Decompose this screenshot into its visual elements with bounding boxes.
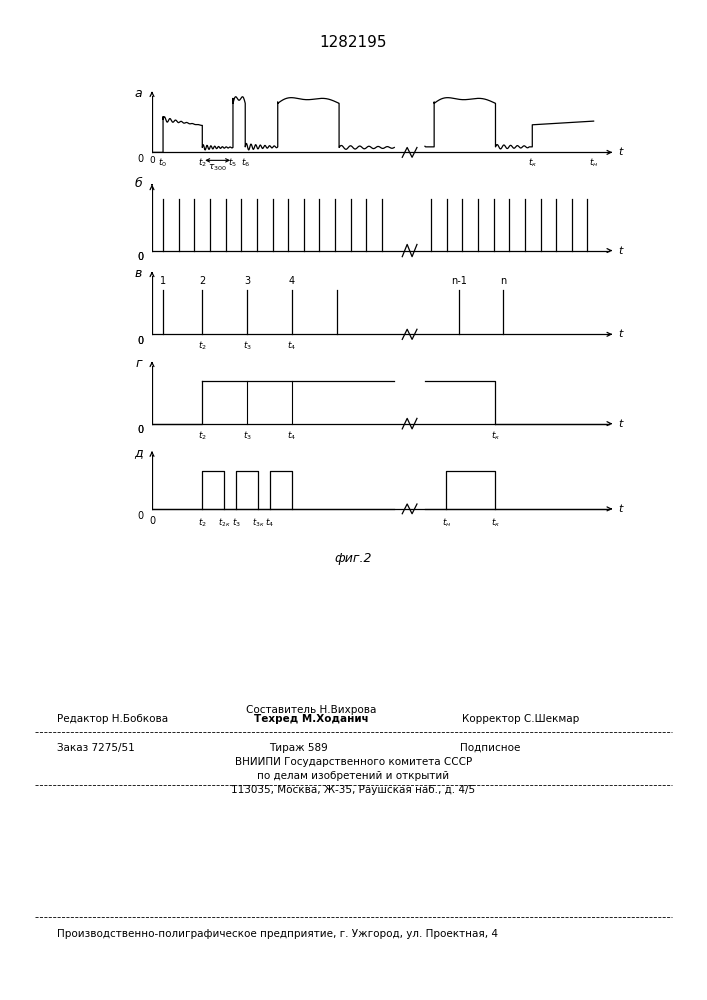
Text: t: t	[618, 147, 623, 157]
Text: Корректор С.Шекмар: Корректор С.Шекмар	[462, 714, 580, 724]
Text: 0: 0	[137, 252, 144, 262]
Text: $\tau_{300}$: $\tau_{300}$	[208, 163, 227, 173]
Text: 1: 1	[160, 276, 166, 286]
Text: t: t	[618, 419, 623, 429]
Text: 0: 0	[149, 156, 155, 165]
Text: Заказ 7275/51: Заказ 7275/51	[57, 743, 134, 753]
Text: $t_2$: $t_2$	[198, 430, 206, 442]
Text: $t_3$: $t_3$	[243, 340, 252, 353]
Text: $t_2$: $t_2$	[198, 340, 206, 353]
Text: $t_4$: $t_4$	[265, 516, 274, 529]
Text: 2: 2	[199, 276, 206, 286]
Text: $t_4$: $t_4$	[287, 340, 296, 353]
Text: $t_н$: $t_н$	[589, 156, 598, 169]
Text: а: а	[135, 87, 142, 100]
Text: n: n	[501, 276, 507, 286]
Text: t: t	[618, 504, 623, 514]
Text: n-1: n-1	[451, 276, 467, 286]
Text: 3: 3	[244, 276, 250, 286]
Text: 0: 0	[137, 425, 144, 435]
Text: Составитель Н.Вихрова: Составитель Н.Вихрова	[246, 705, 376, 715]
Text: ВНИИПИ Государственного комитета СССР: ВНИИПИ Государственного комитета СССР	[235, 757, 472, 767]
Text: $t_3$: $t_3$	[243, 430, 252, 442]
Text: Производственно-полиграфическое предприятие, г. Ужгород, ул. Проектная, 4: Производственно-полиграфическое предприя…	[57, 929, 498, 939]
Text: Тираж 589: Тираж 589	[269, 743, 327, 753]
Text: Подписное: Подписное	[460, 743, 520, 753]
Text: 1282195: 1282195	[320, 35, 387, 50]
Text: $t_{3к}$: $t_{3к}$	[252, 516, 264, 529]
Text: $t_н$: $t_н$	[442, 516, 451, 529]
Text: $t_5$: $t_5$	[228, 156, 238, 169]
Text: 0: 0	[137, 336, 144, 346]
Text: $t_2$: $t_2$	[198, 156, 206, 169]
Text: $t_3$: $t_3$	[231, 516, 240, 529]
Text: фиг.2: фиг.2	[334, 552, 373, 565]
Text: д: д	[134, 446, 143, 459]
Text: 0: 0	[149, 516, 155, 526]
Text: 0: 0	[137, 425, 144, 435]
Text: б: б	[134, 177, 142, 190]
Text: 4: 4	[288, 276, 295, 286]
Text: г: г	[135, 357, 142, 370]
Text: $t_к$: $t_к$	[491, 516, 500, 529]
Text: 113035, Москва, Ж-35, Раушская наб., д. 4/5: 113035, Москва, Ж-35, Раушская наб., д. …	[231, 785, 476, 795]
Text: Редактор Н.Бобкова: Редактор Н.Бобкова	[57, 714, 168, 724]
Text: по делам изобретений и открытий: по делам изобретений и открытий	[257, 771, 450, 781]
Text: 0: 0	[137, 511, 144, 521]
Text: 0: 0	[137, 252, 144, 262]
Text: $t_4$: $t_4$	[287, 430, 296, 442]
Text: $t_{2к}$: $t_{2к}$	[218, 516, 230, 529]
Text: t: t	[618, 329, 623, 339]
Text: 0: 0	[137, 336, 144, 346]
Text: $t_0$: $t_0$	[158, 156, 168, 169]
Text: Техред М.Ходанич: Техред М.Ходанич	[254, 714, 368, 724]
Text: $t_2$: $t_2$	[198, 516, 206, 529]
Text: $t_к$: $t_к$	[491, 430, 500, 442]
Text: t: t	[618, 246, 623, 256]
Text: 0: 0	[137, 154, 144, 164]
Text: в: в	[135, 267, 142, 280]
Text: $t_6$: $t_6$	[240, 156, 250, 169]
Text: $t_к$: $t_к$	[527, 156, 537, 169]
